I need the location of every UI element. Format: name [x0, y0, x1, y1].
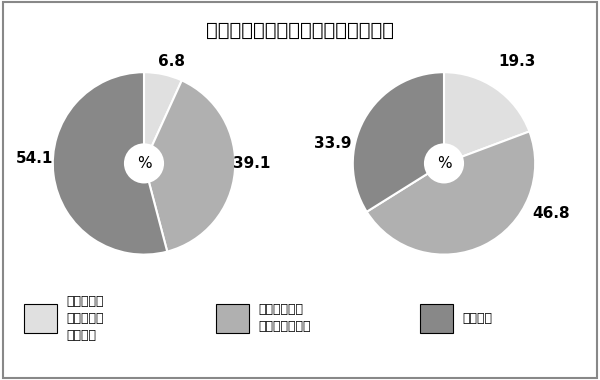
Text: 知っていて
内容を理解
している: 知っていて 内容を理解 している [66, 295, 104, 342]
Wedge shape [353, 72, 444, 212]
Circle shape [424, 143, 464, 184]
Bar [420, 304, 453, 333]
Wedge shape [144, 72, 182, 163]
Text: 33.9: 33.9 [314, 136, 352, 151]
Bar [216, 304, 249, 333]
Wedge shape [53, 72, 167, 255]
Text: 6.8: 6.8 [158, 54, 185, 69]
Text: 知っているが
内容は知らない: 知っているが 内容は知らない [258, 304, 311, 333]
Text: 19.3: 19.3 [498, 54, 536, 69]
Text: 39.1: 39.1 [233, 156, 271, 171]
Text: %: % [137, 156, 151, 171]
Circle shape [124, 143, 164, 184]
Wedge shape [144, 81, 235, 252]
Text: %: % [437, 156, 451, 171]
Bar [24, 304, 57, 333]
Text: 新物流２法による制度改正への認識: 新物流２法による制度改正への認識 [206, 21, 394, 40]
Wedge shape [367, 131, 535, 255]
Text: 知らない: 知らない [462, 312, 492, 325]
Text: 46.8: 46.8 [533, 206, 571, 221]
Wedge shape [444, 72, 529, 163]
Text: 54.1: 54.1 [16, 151, 53, 166]
